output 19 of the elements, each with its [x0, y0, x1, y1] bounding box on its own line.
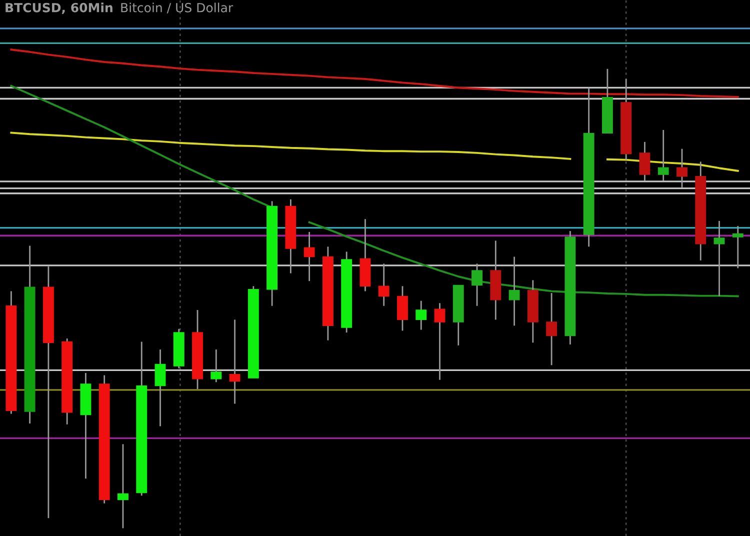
candlestick — [472, 262, 482, 307]
chart-subtitle: Bitcoin / US Dollar — [121, 2, 234, 14]
candlestick — [154, 348, 166, 427]
candlestick — [210, 348, 222, 383]
candlestick — [397, 285, 408, 332]
chart-title: BTCUSD, 60Min — [6, 2, 112, 14]
candlestick — [508, 256, 520, 326]
candlestick — [658, 129, 669, 182]
candlestick — [304, 231, 315, 282]
candlestick — [416, 300, 427, 330]
candlestick — [714, 220, 725, 297]
candlestick — [118, 443, 128, 529]
candlestick — [732, 225, 744, 269]
candlestick — [676, 148, 688, 188]
candlestick — [229, 318, 240, 404]
candlestick — [639, 141, 650, 182]
candlestick — [546, 292, 558, 366]
candlestick — [434, 302, 446, 381]
candlestick — [378, 262, 390, 307]
